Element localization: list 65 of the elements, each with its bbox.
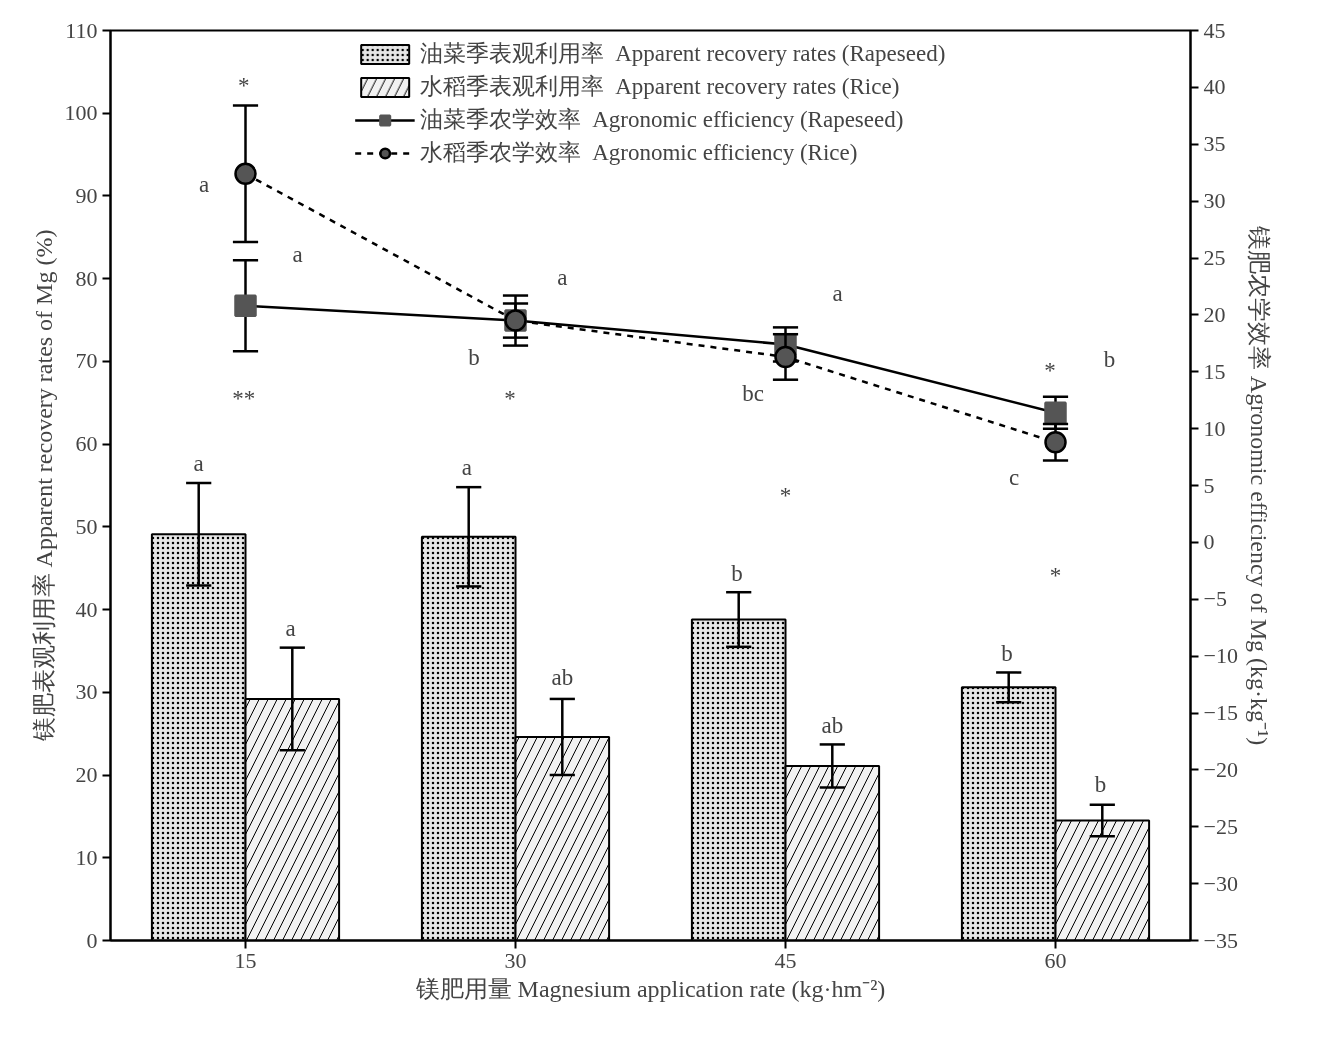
x-tick-label: 30 bbox=[504, 947, 527, 973]
x-tick-label: 60 bbox=[1044, 947, 1067, 973]
legend-label: 油菜季农学效率 Agronomic efficiency (Rapeseed) bbox=[419, 106, 904, 134]
annotation: b bbox=[468, 344, 480, 370]
annotation: a bbox=[199, 171, 210, 197]
y2-tick-label: 35 bbox=[1203, 131, 1226, 157]
annotation: a bbox=[292, 242, 303, 268]
point bbox=[234, 162, 257, 186]
annotation: * bbox=[504, 386, 516, 412]
y-axis-title: 镁肥表观利用率 Apparent recovery rates of Mg (%) bbox=[30, 229, 57, 743]
y-tick-label: 50 bbox=[75, 513, 98, 539]
x-tick-label: 45 bbox=[774, 947, 797, 973]
y-tick-label: 60 bbox=[75, 431, 98, 457]
annotation: ab bbox=[551, 664, 574, 690]
y2-tick-label: 20 bbox=[1203, 301, 1226, 327]
y2-axis-title: 镁肥农学效率 Agronomic efficiency of Mg (kg·kg⁻¹) bbox=[1245, 224, 1272, 746]
annotation: b bbox=[1094, 772, 1107, 798]
y-tick-label: 20 bbox=[75, 762, 98, 788]
y2-tick-label: −20 bbox=[1203, 756, 1238, 782]
x-axis-title: 镁肥用量 Magnesium application rate (kg·hm⁻²) bbox=[414, 975, 886, 1002]
y2-tick-label: 45 bbox=[1203, 17, 1226, 43]
y2-tick-label: 15 bbox=[1203, 358, 1226, 384]
annotation: * bbox=[779, 482, 792, 508]
y-tick-label: 100 bbox=[64, 100, 98, 126]
y2-tick-label: −35 bbox=[1203, 927, 1238, 953]
annotation: ab bbox=[821, 712, 844, 738]
annotation: bc bbox=[742, 381, 764, 407]
annotation: c bbox=[1009, 464, 1020, 490]
y2-tick-label: 10 bbox=[1203, 415, 1226, 441]
legend-label: 水稻季农学效率 Agronomic efficiency (Rice) bbox=[419, 139, 858, 167]
y2-tick-label: −25 bbox=[1203, 813, 1238, 839]
legend-label: 水稻季表观利用率 Apparent recovery rates (Rice) bbox=[419, 73, 900, 101]
y2-tick-label: 40 bbox=[1203, 74, 1226, 100]
y2-tick-label: −5 bbox=[1203, 586, 1227, 612]
y2-tick-label: 5 bbox=[1203, 472, 1215, 498]
annotation: a bbox=[832, 281, 843, 307]
annotation: b bbox=[1001, 640, 1013, 666]
y2-tick-label: −10 bbox=[1203, 643, 1238, 669]
annotation: a bbox=[557, 264, 568, 290]
y-tick-label: 30 bbox=[75, 679, 98, 705]
y-tick-label: 0 bbox=[86, 927, 98, 953]
y2-tick-label: 30 bbox=[1203, 188, 1226, 214]
annotation: a bbox=[285, 616, 296, 642]
annotation: * bbox=[1044, 358, 1056, 384]
y-tick-label: 110 bbox=[65, 17, 98, 43]
y-tick-label: 80 bbox=[75, 265, 98, 291]
annotation: ** bbox=[232, 386, 256, 412]
y2-tick-label: 0 bbox=[1203, 529, 1215, 555]
annotation: a bbox=[193, 451, 204, 477]
y-tick-label: 90 bbox=[75, 182, 98, 208]
annotation: b bbox=[731, 560, 743, 586]
annotation: a bbox=[461, 454, 473, 480]
y-tick-label: 10 bbox=[75, 844, 98, 870]
legend-label: 油菜季表观利用率 Apparent recovery rates (Rapeseed) bbox=[419, 40, 946, 68]
y-tick-label: 40 bbox=[75, 596, 98, 622]
y2-tick-label: −15 bbox=[1203, 700, 1238, 725]
y-tick-label: 70 bbox=[75, 348, 98, 374]
point bbox=[1044, 431, 1067, 454]
y2-tick-label: −30 bbox=[1203, 870, 1238, 896]
annotation: b bbox=[1103, 347, 1116, 373]
point bbox=[774, 345, 797, 369]
annotation: * bbox=[1049, 563, 1062, 589]
y2-tick-label: 25 bbox=[1203, 245, 1226, 270]
annotation: * bbox=[237, 72, 250, 98]
x-tick-label: 15 bbox=[234, 947, 257, 973]
